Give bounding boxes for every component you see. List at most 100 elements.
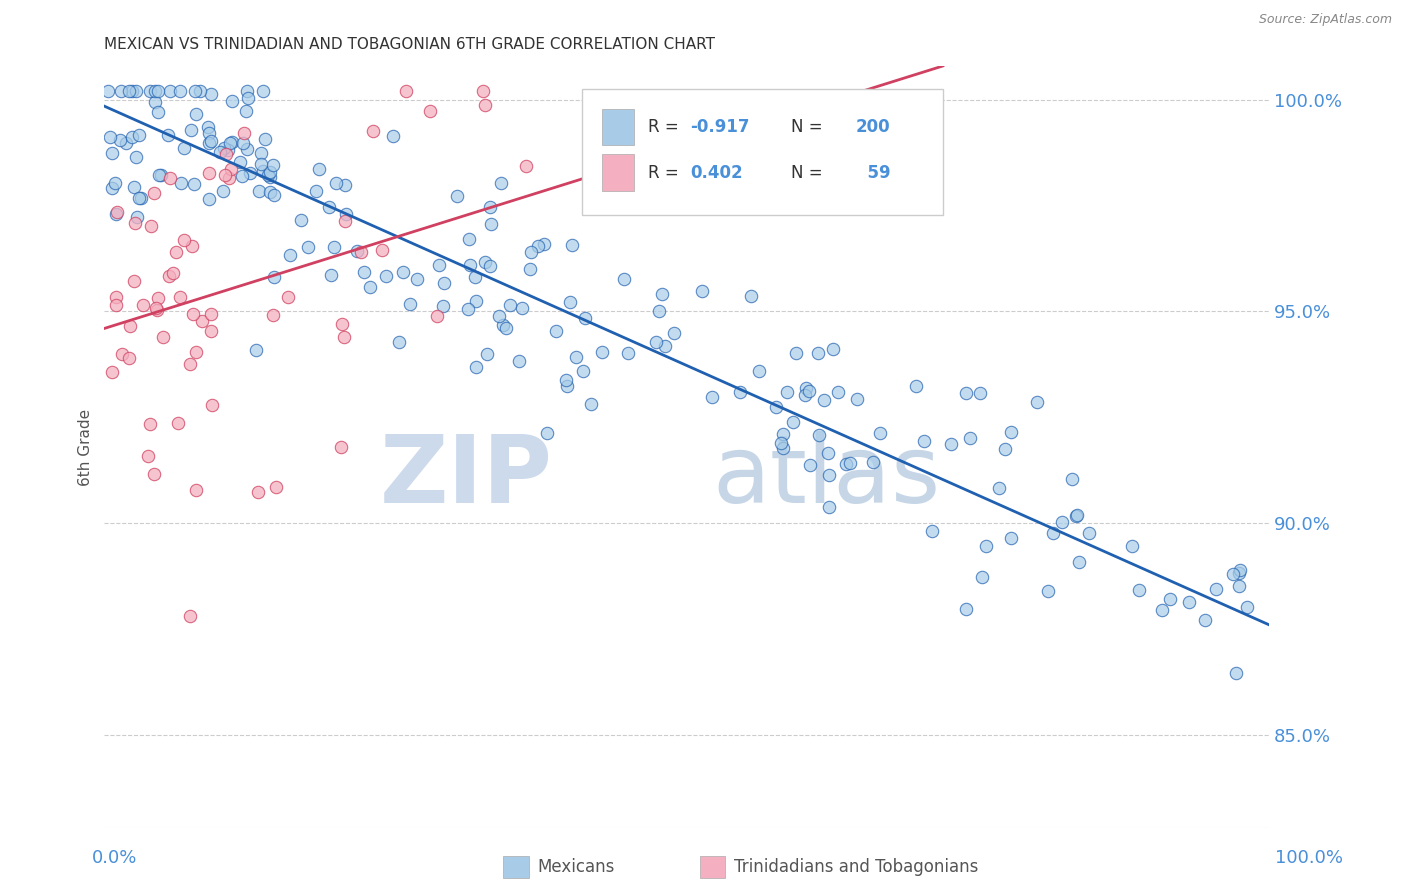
Point — [382, 128, 405, 143]
Text: 0.402: 0.402 — [690, 163, 742, 182]
Point — [211, 184, 233, 198]
Text: 0.0%: 0.0% — [91, 849, 136, 867]
Point — [1042, 526, 1064, 541]
Point — [446, 188, 468, 202]
Point — [263, 269, 285, 284]
Point — [536, 426, 558, 441]
Point — [1225, 665, 1247, 680]
Text: Mexicans: Mexicans — [537, 858, 614, 876]
Point — [152, 330, 174, 344]
Point — [150, 168, 173, 182]
Point — [1227, 579, 1250, 593]
Point — [167, 416, 190, 430]
Point — [143, 186, 166, 200]
Point — [128, 128, 150, 142]
Point — [254, 132, 277, 146]
Point — [259, 170, 281, 185]
Point — [406, 272, 429, 286]
Point — [120, 319, 142, 334]
Point — [114, 136, 136, 151]
Point — [278, 247, 301, 261]
Point — [581, 397, 603, 411]
Point — [690, 285, 713, 299]
Point — [333, 330, 356, 344]
Point — [249, 157, 271, 171]
Point — [142, 467, 165, 481]
Point — [233, 127, 256, 141]
Point — [184, 345, 207, 359]
Point — [335, 178, 357, 192]
Point — [427, 258, 450, 272]
Point — [188, 84, 211, 98]
Point — [170, 176, 193, 190]
Point — [554, 374, 576, 388]
Point — [1236, 600, 1258, 615]
Text: atlas: atlas — [713, 432, 941, 524]
Point — [464, 270, 486, 285]
Point — [257, 168, 280, 182]
Point — [221, 135, 243, 149]
Point — [221, 94, 243, 108]
Point — [105, 204, 128, 219]
Point — [290, 213, 312, 227]
Point — [318, 200, 340, 214]
Point — [173, 232, 195, 246]
Point — [785, 345, 807, 359]
Point — [613, 272, 636, 286]
Point — [662, 326, 685, 340]
Point — [1222, 567, 1244, 582]
Point — [138, 450, 160, 464]
Point — [236, 91, 259, 105]
Point — [1025, 395, 1047, 409]
Point — [457, 232, 479, 246]
Point — [247, 485, 270, 500]
Point — [969, 386, 991, 401]
Text: R =: R = — [648, 163, 685, 182]
Point — [304, 184, 326, 198]
Point — [198, 192, 221, 206]
Text: N =: N = — [792, 118, 823, 136]
Point — [869, 426, 891, 441]
Point — [219, 162, 242, 177]
Point — [101, 365, 124, 379]
Point — [277, 290, 299, 304]
Point — [218, 170, 240, 185]
Point — [124, 215, 146, 229]
Point — [574, 310, 596, 325]
Point — [118, 351, 141, 365]
Point — [132, 298, 155, 312]
Point — [125, 150, 148, 164]
Point — [1229, 563, 1251, 577]
Point — [323, 240, 346, 254]
Point — [561, 238, 583, 252]
Point — [125, 210, 148, 224]
Point — [495, 321, 517, 335]
Point — [432, 276, 454, 290]
Point — [1066, 508, 1088, 523]
Point — [1121, 540, 1143, 554]
Point — [201, 398, 224, 412]
Point — [118, 84, 141, 98]
Point — [474, 255, 496, 269]
Point — [184, 483, 207, 498]
Text: -0.917: -0.917 — [690, 118, 749, 136]
Point — [162, 267, 184, 281]
Point — [308, 161, 330, 176]
Point — [200, 87, 222, 101]
Point — [555, 378, 578, 392]
Point — [200, 324, 222, 338]
Point — [250, 146, 273, 161]
Point — [821, 342, 844, 356]
Point — [173, 141, 195, 155]
Point — [1227, 566, 1250, 581]
Point — [111, 347, 134, 361]
Point — [647, 304, 669, 318]
Point — [426, 310, 449, 324]
Point — [572, 364, 595, 378]
Point — [235, 84, 257, 98]
Point — [103, 176, 125, 190]
Point — [491, 318, 513, 333]
Point — [333, 214, 356, 228]
Point — [101, 181, 124, 195]
Point — [782, 415, 804, 429]
